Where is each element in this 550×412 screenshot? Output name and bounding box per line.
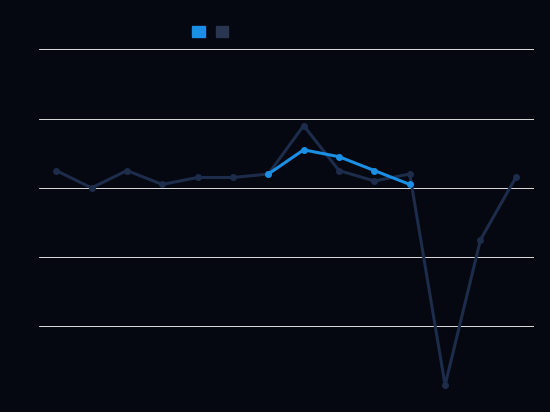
Legend: , : , [192,25,231,39]
